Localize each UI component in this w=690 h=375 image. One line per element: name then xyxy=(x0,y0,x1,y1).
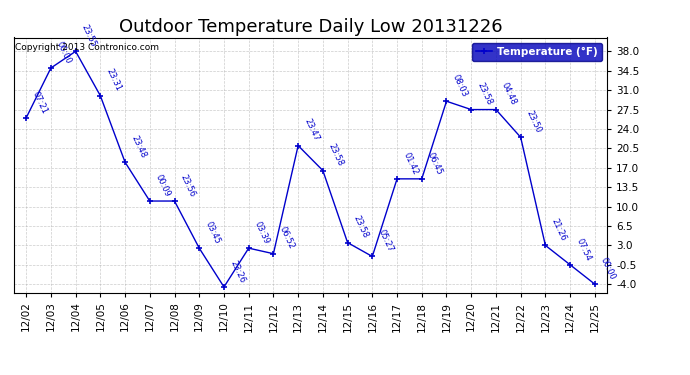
Text: 00:00: 00:00 xyxy=(55,40,73,65)
Text: 06:45: 06:45 xyxy=(426,151,444,176)
Text: 23:26: 23:26 xyxy=(228,259,246,284)
Text: 23:58: 23:58 xyxy=(475,81,493,107)
Text: 07:54: 07:54 xyxy=(574,237,593,262)
Text: 23:58: 23:58 xyxy=(352,214,370,240)
Text: 23:47: 23:47 xyxy=(302,117,321,143)
Text: 01:42: 01:42 xyxy=(401,151,420,176)
Text: 03:45: 03:45 xyxy=(204,220,221,245)
Text: 23:31: 23:31 xyxy=(104,68,123,93)
Text: 23:55: 23:55 xyxy=(80,23,98,49)
Text: 23:48: 23:48 xyxy=(129,134,148,159)
Text: 08:03: 08:03 xyxy=(451,73,469,99)
Text: 04:48: 04:48 xyxy=(500,81,518,107)
Text: 07:21: 07:21 xyxy=(30,90,48,115)
Text: 05:27: 05:27 xyxy=(377,228,395,254)
Legend: Temperature (°F): Temperature (°F) xyxy=(472,43,602,61)
Text: 00:00: 00:00 xyxy=(599,256,617,281)
Text: 00:09: 00:09 xyxy=(154,173,172,198)
Text: 21:26: 21:26 xyxy=(549,217,568,243)
Text: Copyright 2013 Contronico.com: Copyright 2013 Contronico.com xyxy=(15,43,159,52)
Text: 23:56: 23:56 xyxy=(179,173,197,198)
Text: 03:39: 03:39 xyxy=(253,220,271,245)
Text: 23:58: 23:58 xyxy=(327,142,345,168)
Text: 06:52: 06:52 xyxy=(277,225,296,251)
Text: 23:50: 23:50 xyxy=(525,109,543,135)
Title: Outdoor Temperature Daily Low 20131226: Outdoor Temperature Daily Low 20131226 xyxy=(119,18,502,36)
